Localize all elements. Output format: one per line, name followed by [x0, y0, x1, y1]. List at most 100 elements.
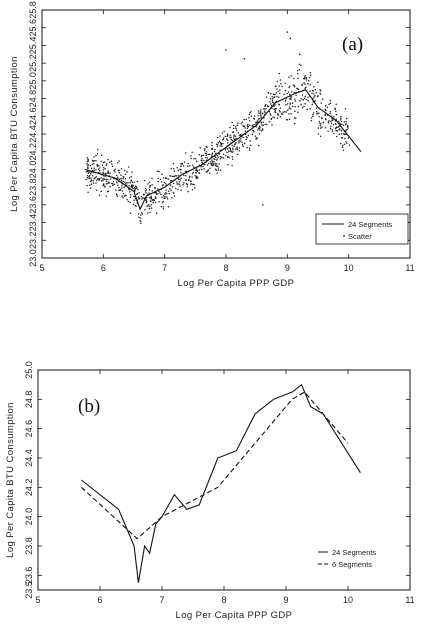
scatter-point	[120, 179, 123, 181]
scatter-point	[87, 166, 89, 168]
scatter-point	[200, 165, 202, 168]
scatter-point	[226, 139, 229, 141]
scatter-point	[159, 192, 161, 194]
scatter-point	[285, 103, 287, 106]
scatter-point	[93, 159, 96, 162]
scatter-point	[317, 133, 320, 135]
scatter-point	[280, 83, 282, 85]
scatter-point	[297, 105, 300, 108]
scatter-point	[253, 123, 255, 126]
scatter-point	[265, 96, 268, 98]
scatter-point	[214, 164, 217, 166]
scatter-point	[257, 129, 259, 131]
scatter-point	[170, 189, 172, 192]
scatter-point	[160, 193, 162, 196]
scatter-point	[284, 82, 286, 84]
scatter-point	[127, 200, 130, 203]
scatter-point	[222, 137, 225, 139]
scatter-point	[123, 186, 125, 188]
scatter-point	[278, 109, 281, 112]
scatter-point	[259, 111, 262, 113]
scatter-point	[221, 139, 224, 141]
scatter-point	[307, 82, 309, 85]
scatter-point	[304, 83, 306, 85]
scatter-point	[316, 95, 319, 98]
scatter-point	[330, 122, 333, 124]
scatter-point	[122, 180, 124, 182]
scatter-point	[118, 186, 120, 189]
scatter-point	[234, 126, 237, 128]
y-tick-label-a-14: 25.8	[28, 1, 38, 19]
scatter-point	[235, 127, 237, 130]
scatter-point	[97, 178, 100, 181]
scatter-point	[313, 86, 315, 88]
scatter-point	[273, 108, 275, 110]
scatter-point	[222, 142, 224, 145]
scatter-point	[216, 158, 218, 160]
y-tick-label-a-1: 23.2	[28, 232, 38, 250]
scatter-point	[293, 91, 295, 94]
scatter-point	[161, 201, 164, 204]
scatter-point	[124, 173, 127, 176]
scatter-point	[215, 169, 218, 171]
scatter-point	[87, 167, 89, 170]
scatter-point	[318, 116, 320, 118]
scatter-point	[141, 198, 143, 200]
scatter-point	[191, 172, 194, 175]
scatter-point	[269, 97, 272, 100]
scatter-point	[180, 189, 182, 191]
scatter-point	[123, 169, 126, 172]
y-axis-title-a: Log Per Capita BTU Consumption	[9, 56, 20, 212]
scatter-point	[162, 183, 164, 186]
scatter-point	[248, 124, 251, 126]
scatter-point	[113, 169, 115, 172]
scatter-point	[320, 123, 322, 125]
scatter-point	[85, 178, 87, 181]
scatter-point	[304, 95, 307, 98]
scatter-point	[90, 172, 92, 175]
segment-line-a	[84, 89, 362, 211]
scatter-point	[315, 107, 318, 109]
scatter-point	[164, 183, 167, 185]
scatter-point	[275, 91, 278, 94]
scatter-point	[261, 112, 264, 114]
scatter-point	[258, 125, 261, 128]
scatter-point	[102, 172, 105, 174]
scatter-point	[235, 137, 237, 139]
scatter-point	[97, 168, 100, 170]
scatter-point	[294, 110, 296, 113]
scatter-point	[152, 201, 154, 204]
scatter-point	[193, 187, 196, 189]
scatter-point	[259, 114, 262, 116]
y-tick-label-b-2: 23.8	[24, 537, 34, 555]
scatter-point	[338, 125, 340, 128]
scatter-point	[122, 196, 124, 199]
scatter-point	[306, 108, 309, 111]
scatter-point	[195, 160, 198, 163]
scatter-point	[104, 175, 106, 178]
scatter-point	[194, 157, 197, 160]
scatter-point	[231, 144, 233, 147]
scatter-point	[107, 190, 110, 193]
scatter-point	[232, 151, 234, 153]
scatter-point	[256, 120, 259, 122]
scatter-point	[129, 182, 131, 184]
scatter-point	[150, 203, 153, 206]
scatter-point	[155, 193, 158, 195]
panel-a: 5 6 7 8 9 10 1123.023.223.423.623.824.024.224.…	[9, 1, 415, 289]
scatter-point	[234, 148, 237, 150]
scatter-point	[295, 94, 297, 97]
scatter-point	[147, 212, 149, 214]
legend-label-segments-a: 24 Segments	[348, 220, 392, 229]
x-tick-label-b-5: 10	[343, 595, 353, 605]
x-tick-label-a-5: 10	[344, 263, 354, 273]
panel-label-b: (b)	[78, 396, 100, 417]
scatter-point	[210, 162, 212, 165]
scatter-point	[262, 121, 265, 124]
scatter-point	[125, 182, 128, 184]
scatter-point	[116, 162, 119, 164]
scatter-point	[90, 183, 93, 186]
scatter-point	[324, 114, 326, 117]
scatter-point	[205, 153, 208, 155]
scatter-point	[140, 220, 142, 222]
